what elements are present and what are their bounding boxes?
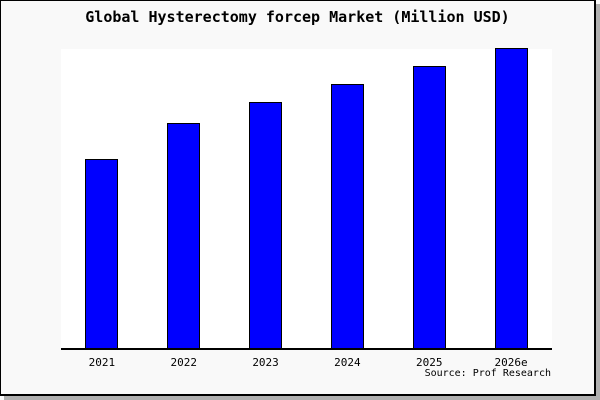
bar-2021 [85,159,119,348]
x-tick-label-2024: 2024 [334,356,361,369]
bar-2023 [249,102,283,348]
bar-2022 [167,123,201,348]
x-tick-label-2025: 2025 [415,356,443,369]
x-tick-label-2026e: 2026e [494,356,528,369]
chart-title: Global Hysterectomy forcep Market (Milli… [85,8,510,26]
x-tick-label-2023: 2023 [252,356,279,369]
x-axis-ticks: 2021 2022 2023 2024 2025 2026e [61,353,552,369]
bar-2025 [412,66,446,348]
source-label: Source: Prof Research [424,368,551,379]
x-tick-label-2021: 2021 [88,356,116,369]
x-tick-label-2022: 2022 [170,356,197,369]
bar-2026e [494,48,528,348]
bar-2024 [330,84,364,348]
plot-area [61,48,552,350]
